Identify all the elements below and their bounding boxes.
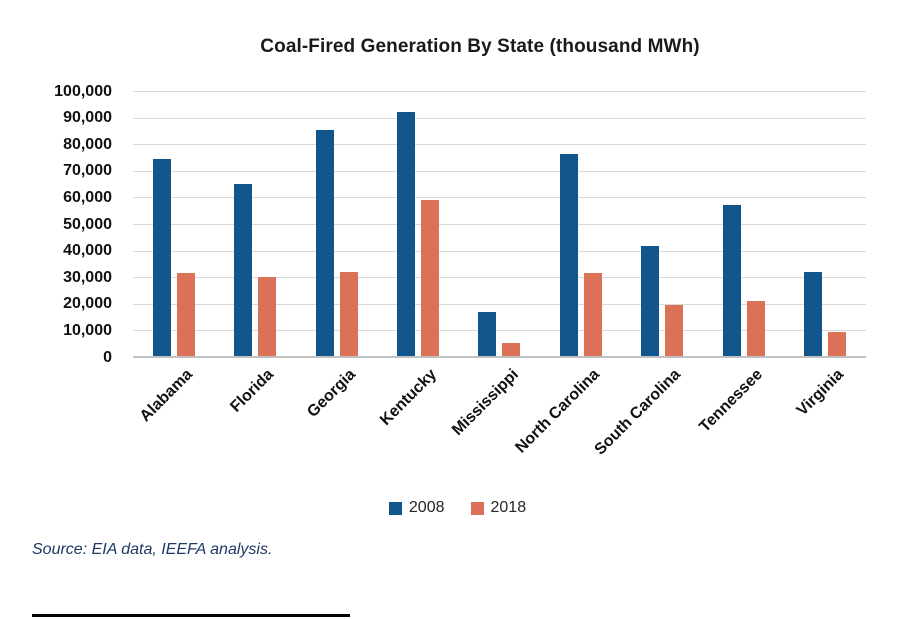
y-tick-label: 70,000 [63,162,112,180]
bar-2018 [828,332,847,357]
bar-2018 [583,272,602,357]
bar-2018 [421,200,440,357]
gridline [133,170,866,172]
bar-2018 [502,343,521,357]
bar-2008 [152,158,171,357]
y-tick-label: 50,000 [63,215,112,233]
bar-2008 [722,205,741,357]
y-tick-label: 60,000 [63,188,112,206]
plot-area [133,91,866,358]
bar-group-florida [214,91,295,357]
bar-2008 [315,129,334,357]
legend-item-2008: 2008 [388,499,445,517]
gridline [133,277,866,279]
y-tick-label: 30,000 [63,268,112,286]
y-axis: 100,000 90,000 80,000 70,000 60,000 50,000 40,… [0,0,112,619]
bar-group-kentucky [377,91,458,357]
bar-2008 [804,271,823,357]
legend-swatch-icon [388,501,402,515]
bar-2008 [397,112,416,357]
bar-2018 [339,271,358,357]
gridline [133,330,866,332]
y-tick-label: 20,000 [63,295,112,313]
bar-2018 [258,276,277,357]
bar-2018 [176,272,195,357]
legend-item-2018: 2018 [470,499,527,517]
y-tick-label: 40,000 [63,242,112,260]
gridline [133,197,866,199]
bar-group-virginia [785,91,866,357]
y-tick-label: 80,000 [63,135,112,153]
bar-groups [133,91,866,357]
y-tick-label: 10,000 [63,321,112,339]
gridline [133,303,866,305]
x-axis-line [133,356,866,358]
chart-title: Coal-Fired Generation By State (thousand… [260,36,700,57]
y-tick-label: 0 [103,348,112,366]
source-note: Source: EIA data, IEEFA analysis. [32,541,273,558]
legend: 2008 2018 [0,499,915,517]
legend-label: 2008 [408,499,445,516]
footnote-rule [32,614,350,617]
gridline [133,224,866,225]
bar-group-mississippi [459,91,540,357]
gridline [133,117,866,119]
bar-group-north-carolina [540,91,621,357]
bar-group-alabama [133,91,214,357]
bar-2008 [641,245,660,357]
bar-group-tennessee [703,91,784,357]
bar-2008 [478,312,497,357]
y-tick-label: 90,000 [63,109,112,127]
gridline [133,91,866,92]
bar-2008 [234,183,253,357]
bar-2018 [746,301,765,357]
bar-group-south-carolina [622,91,703,357]
legend-label: 2018 [490,499,527,516]
bar-group-georgia [296,91,377,357]
bar-2008 [559,153,578,357]
gridline [133,144,866,146]
legend-swatch-icon [470,501,484,515]
gridline [133,250,866,252]
y-tick-label: 100,000 [54,82,112,100]
bar-2018 [665,305,684,357]
